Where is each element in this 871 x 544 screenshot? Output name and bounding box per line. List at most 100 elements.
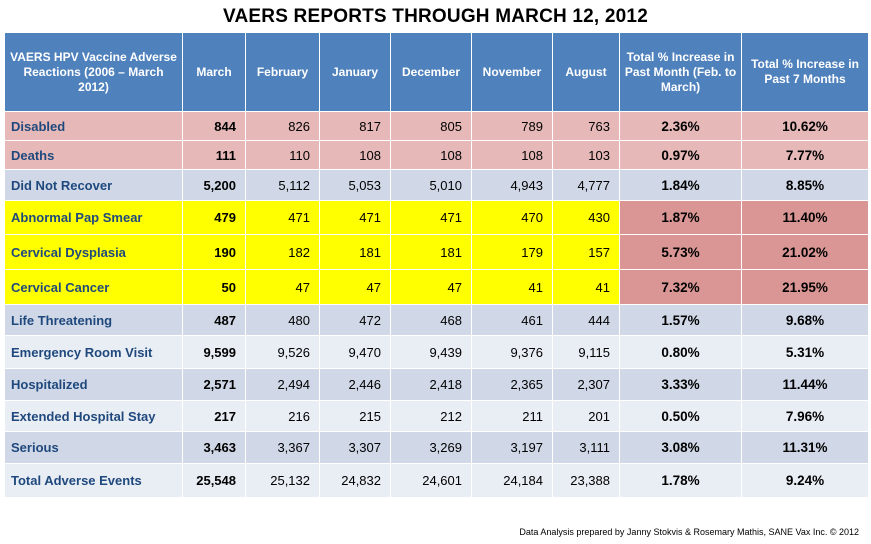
cell-january: 47 [319,269,391,305]
cell-march: 2,571 [182,368,246,401]
cell-march: 190 [182,234,246,270]
cell-november: 41 [471,269,553,305]
cell-march: 487 [182,304,246,336]
cell-august: 444 [552,304,620,336]
cell-pct-month: 1.87% [619,200,742,235]
row-label: Life Threatening [4,304,183,336]
header-pct-7months: Total % Increase in Past 7 Months [741,32,869,112]
cell-august: 430 [552,200,620,235]
vaers-table: VAERS HPV Vaccine Adverse Reactions (200… [4,32,869,498]
cell-december: 9,439 [390,335,472,369]
cell-march: 5,200 [182,169,246,201]
cell-february: 9,526 [245,335,320,369]
cell-pct-month: 5.73% [619,234,742,270]
cell-august: 201 [552,400,620,432]
cell-march: 844 [182,111,246,141]
cell-december: 212 [390,400,472,432]
header-august: August [552,32,620,112]
header-category: VAERS HPV Vaccine Adverse Reactions (200… [4,32,183,112]
cell-december: 24,601 [390,463,472,498]
cell-january: 5,053 [319,169,391,201]
table-row: Serious 3,463 3,367 3,307 3,269 3,197 3,111 3.0… [4,431,869,464]
cell-january: 108 [319,140,391,170]
cell-pct-month: 1.78% [619,463,742,498]
header-february: February [245,32,320,112]
cell-march: 25,548 [182,463,246,498]
cell-march: 50 [182,269,246,305]
cell-december: 47 [390,269,472,305]
cell-pct-7months: 11.44% [741,368,869,401]
cell-february: 480 [245,304,320,336]
table-row: Total Adverse Events 25,548 25,132 24,832 24… [4,463,869,498]
cell-pct-month: 1.57% [619,304,742,336]
cell-november: 179 [471,234,553,270]
cell-february: 826 [245,111,320,141]
table-row: Abnormal Pap Smear 479 471 471 471 470 430 1.87… [4,200,869,235]
cell-august: 763 [552,111,620,141]
cell-pct-month: 0.97% [619,140,742,170]
row-label: Emergency Room Visit [4,335,183,369]
row-label: Cervical Dysplasia [4,234,183,270]
cell-pct-month: 3.08% [619,431,742,464]
cell-august: 9,115 [552,335,620,369]
cell-march: 217 [182,400,246,432]
cell-march: 3,463 [182,431,246,464]
cell-november: 211 [471,400,553,432]
cell-pct-7months: 21.02% [741,234,869,270]
cell-pct-7months: 10.62% [741,111,869,141]
cell-november: 2,365 [471,368,553,401]
header-december: December [390,32,472,112]
header-november: November [471,32,553,112]
cell-february: 5,112 [245,169,320,201]
cell-pct-7months: 5.31% [741,335,869,369]
cell-pct-7months: 11.40% [741,200,869,235]
cell-january: 9,470 [319,335,391,369]
cell-pct-month: 3.33% [619,368,742,401]
cell-november: 461 [471,304,553,336]
row-label: Serious [4,431,183,464]
table-row: Life Threatening 487 480 472 468 461 444 1.57% 9… [4,304,869,336]
cell-pct-month: 0.80% [619,335,742,369]
header-march: March [182,32,246,112]
cell-february: 3,367 [245,431,320,464]
page-title: VAERS REPORTS THROUGH MARCH 12, 2012 [223,6,648,27]
header-row: VAERS HPV Vaccine Adverse Reactions (200… [4,32,869,112]
cell-pct-7months: 7.96% [741,400,869,432]
cell-january: 471 [319,200,391,235]
table-row: Emergency Room Visit 9,599 9,526 9,470 9,439… [4,335,869,369]
cell-january: 472 [319,304,391,336]
cell-pct-7months: 8.85% [741,169,869,201]
cell-february: 47 [245,269,320,305]
table-row: Deaths 111 110 108 108 108 103 0.97% 7.77% [4,140,869,170]
row-label: Cervical Cancer [4,269,183,305]
cell-august: 157 [552,234,620,270]
cell-december: 108 [390,140,472,170]
cell-pct-month: 1.84% [619,169,742,201]
cell-march: 9,599 [182,335,246,369]
cell-february: 471 [245,200,320,235]
cell-november: 789 [471,111,553,141]
cell-august: 103 [552,140,620,170]
cell-december: 181 [390,234,472,270]
cell-pct-month: 7.32% [619,269,742,305]
cell-december: 471 [390,200,472,235]
cell-pct-7months: 21.95% [741,269,869,305]
cell-pct-7months: 11.31% [741,431,869,464]
cell-january: 2,446 [319,368,391,401]
row-label: Deaths [4,140,183,170]
row-label: Abnormal Pap Smear [4,200,183,235]
row-label: Did Not Recover [4,169,183,201]
cell-december: 5,010 [390,169,472,201]
cell-february: 216 [245,400,320,432]
row-label: Disabled [4,111,183,141]
cell-february: 2,494 [245,368,320,401]
table-row: Extended Hospital Stay 217 216 215 212 211 201… [4,400,869,432]
cell-pct-month: 0.50% [619,400,742,432]
row-label: Extended Hospital Stay [4,400,183,432]
cell-december: 805 [390,111,472,141]
cell-march: 111 [182,140,246,170]
cell-january: 817 [319,111,391,141]
cell-january: 181 [319,234,391,270]
cell-pct-7months: 9.68% [741,304,869,336]
cell-august: 4,777 [552,169,620,201]
